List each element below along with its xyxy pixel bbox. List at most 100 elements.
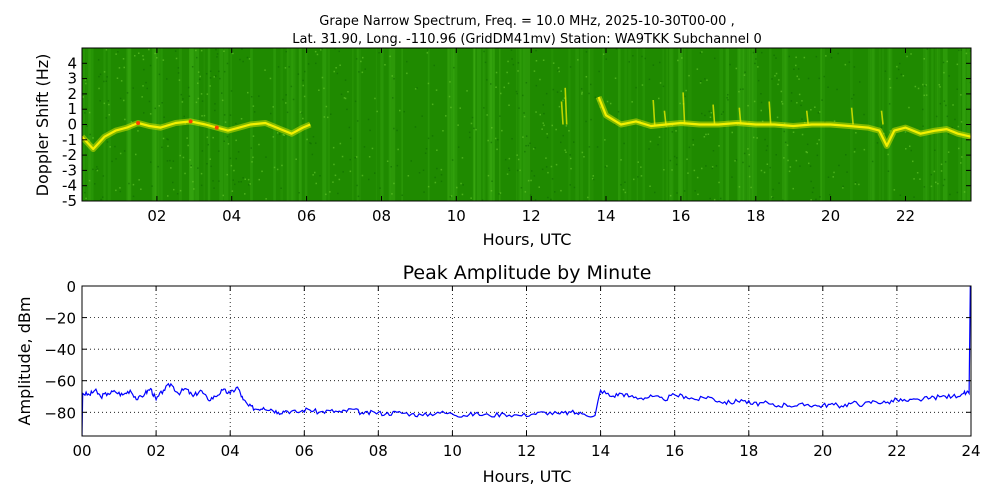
spectrogram-noise-speck: [325, 105, 328, 108]
spectrogram-noise-speck: [946, 60, 948, 63]
spectrogram-noise-speck: [470, 197, 472, 199]
spectrogram-noise-stripe: [128, 48, 131, 201]
spectrogram-noise-speck: [356, 184, 358, 187]
amplitude-x-tick-label: 18: [739, 442, 758, 460]
spectrogram-noise-speck: [393, 78, 395, 80]
spectrogram-noise-speck: [701, 112, 703, 115]
spectrogram-noise-speck: [522, 136, 524, 138]
spectrogram-noise-speck: [120, 80, 123, 82]
spectrogram-noise-speck: [671, 131, 674, 133]
spectrogram-noise-speck: [677, 59, 679, 62]
spectrogram-noise-speck: [517, 62, 520, 64]
spectrogram-noise-speck: [116, 77, 119, 79]
spectrogram-noise-speck: [635, 86, 637, 89]
spectrogram-noise-speck: [854, 148, 856, 150]
spectrogram-noise-speck: [223, 50, 225, 52]
spectrogram-noise-speck: [609, 102, 612, 105]
spectrogram-noise-speck: [527, 179, 530, 182]
spectrogram-x-tick-label: 10: [447, 207, 466, 225]
spectrogram-noise-speck: [556, 91, 559, 93]
spectrogram-noise-speck: [534, 147, 536, 149]
spectrogram-noise-speck: [738, 186, 741, 188]
spectrogram-noise-speck: [731, 176, 733, 178]
spectrogram-noise-speck: [448, 95, 451, 98]
spectrogram-noise-speck: [535, 111, 537, 113]
spectrogram-noise-speck: [319, 175, 321, 177]
spectrogram-noise-speck: [827, 86, 829, 88]
spectrogram-noise-speck: [201, 150, 204, 152]
spectrogram-noise-speck: [88, 179, 91, 182]
spectrogram-noise-speck: [126, 92, 129, 94]
spectrogram-noise-speck: [115, 158, 117, 160]
spectrogram-noise-speck: [85, 197, 87, 200]
spectrogram-noise-speck: [538, 186, 540, 188]
spectrogram-noise-speck: [312, 136, 315, 138]
spectrogram-noise-speck: [456, 186, 458, 189]
spectrogram-noise-speck: [761, 120, 764, 123]
spectrogram-noise-speck: [889, 86, 892, 89]
spectrogram-noise-speck: [169, 159, 171, 162]
spectrogram-noise-speck: [357, 195, 360, 198]
spectrogram-noise-speck: [520, 187, 523, 189]
spectrogram-noise-speck: [132, 87, 134, 89]
spectrogram-noise-speck: [709, 197, 711, 200]
spectrogram-noise-speck: [241, 48, 243, 50]
spectrogram-noise-speck: [783, 157, 785, 159]
spectrogram-noise-speck: [581, 93, 583, 95]
spectrogram-y-tick-label: 2: [67, 85, 77, 103]
spectrogram-noise-speck: [649, 185, 651, 187]
spectrogram-noise-speck: [491, 127, 493, 129]
spectrogram-burst: [738, 107, 742, 125]
spectrogram-noise-speck: [960, 162, 962, 164]
spectrogram-noise-speck: [597, 100, 599, 102]
spectrogram-noise-speck: [491, 180, 493, 182]
spectrogram-noise-speck: [414, 126, 417, 128]
spectrogram-noise-speck: [854, 183, 857, 185]
spectrogram-noise-speck: [290, 85, 293, 88]
spectrogram-noise-speck: [273, 166, 276, 169]
spectrogram-noise-stripe: [525, 48, 531, 201]
spectrogram-noise-speck: [355, 156, 358, 158]
spectrogram-noise-speck: [179, 189, 182, 192]
spectrogram-noise-speck: [297, 73, 300, 75]
spectrogram-noise-speck: [504, 158, 507, 161]
spectrogram-noise-speck: [590, 83, 592, 86]
spectrogram-noise-speck: [304, 70, 306, 73]
spectrogram-noise-speck: [910, 149, 912, 152]
spectrogram-noise-speck: [531, 170, 533, 172]
spectrogram-x-tick-label: 18: [746, 207, 765, 225]
amplitude-y-tick-label: −40: [44, 341, 76, 359]
spectrogram-noise-speck: [592, 178, 595, 181]
spectrogram-noise-speck: [363, 146, 366, 148]
spectrogram-noise-speck: [793, 68, 795, 70]
spectrogram-noise-speck: [216, 56, 218, 58]
spectrogram-noise-speck: [252, 156, 254, 159]
spectrogram-noise-speck: [209, 85, 211, 87]
spectrogram-noise-speck: [427, 82, 430, 85]
spectrogram-noise-speck: [338, 50, 340, 53]
spectrogram-noise-speck: [569, 66, 572, 68]
spectrogram-noise-speck: [623, 142, 625, 145]
spectrogram-noise-speck: [142, 55, 144, 57]
spectrogram-noise-speck: [848, 61, 851, 63]
spectrogram-noise-speck: [525, 145, 527, 147]
spectrogram-noise-speck: [923, 58, 925, 60]
spectrogram-noise-speck: [111, 160, 113, 163]
spectrogram-noise-speck: [226, 173, 228, 176]
spectrogram-noise-speck: [604, 166, 607, 168]
spectrogram-noise-speck: [440, 174, 443, 176]
spectrogram-noise-speck: [517, 70, 519, 72]
spectrogram-noise-speck: [525, 135, 528, 137]
spectrogram-noise-speck: [214, 103, 216, 105]
spectrogram-noise-speck: [327, 116, 329, 119]
spectrogram-noise-stripe: [298, 48, 300, 201]
spectrogram-noise-speck: [930, 185, 933, 188]
spectrogram-noise-speck: [193, 188, 195, 190]
spectrogram-noise-speck: [396, 164, 399, 167]
spectrogram-noise-speck: [809, 165, 812, 167]
spectrogram-noise-stripe: [636, 48, 638, 201]
spectrogram-noise-speck: [923, 186, 926, 188]
spectrogram-noise-speck: [818, 77, 820, 80]
spectrogram-noise-speck: [361, 174, 364, 177]
